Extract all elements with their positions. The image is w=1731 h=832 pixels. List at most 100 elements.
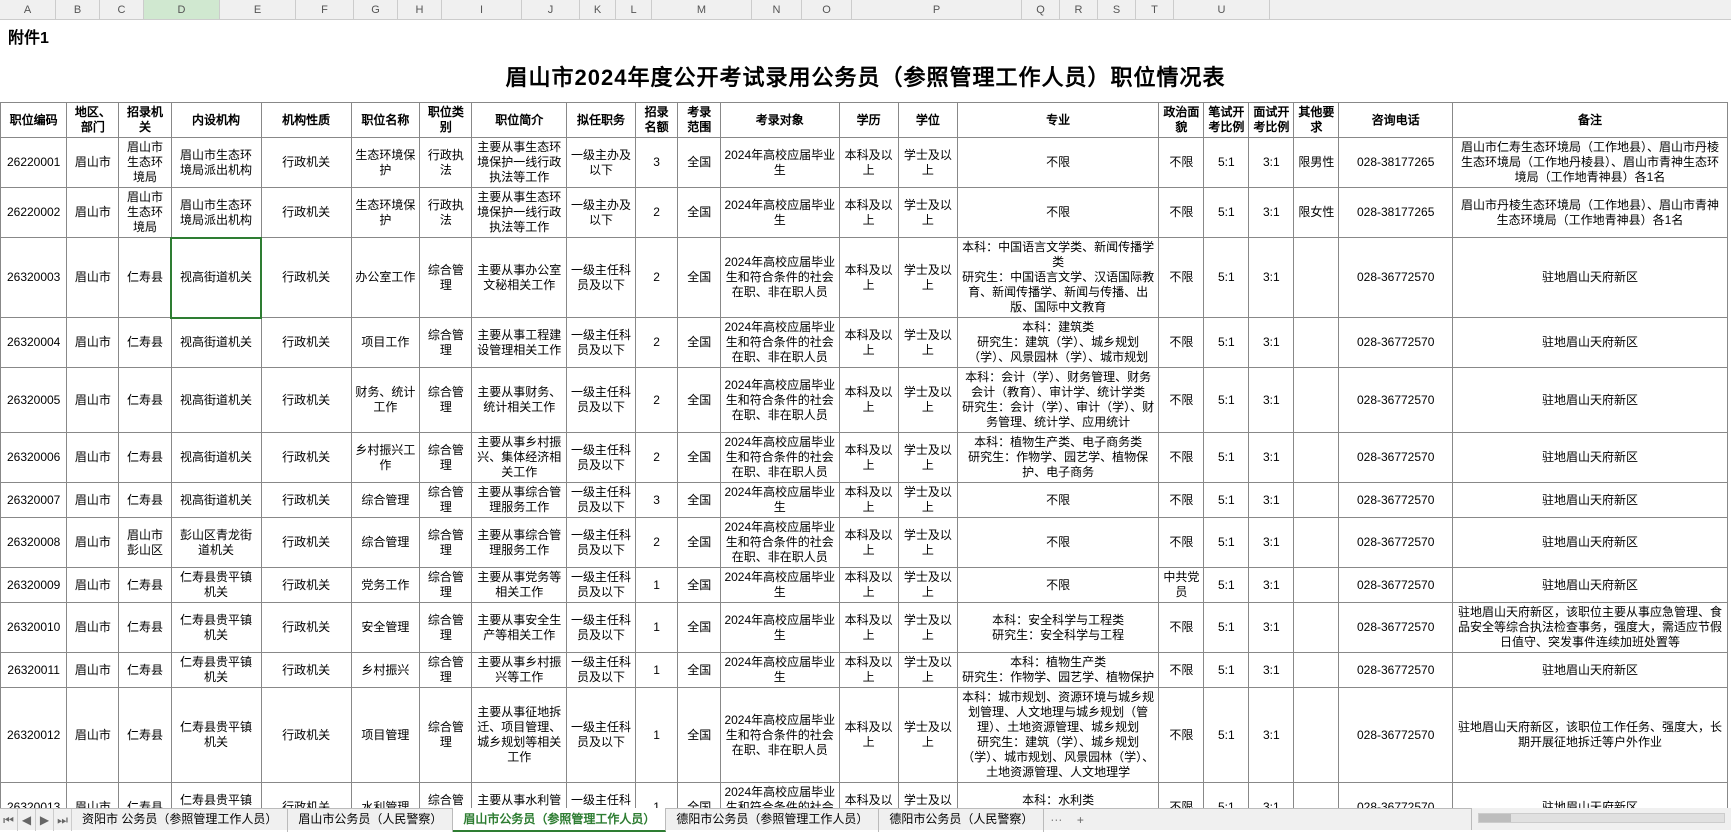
cell[interactable]: 限女性 [1294, 188, 1339, 238]
cell[interactable]: 一级主办及以下 [567, 138, 636, 188]
col-header-K[interactable]: K [580, 0, 616, 19]
cell[interactable]: 3:1 [1249, 483, 1294, 518]
cell[interactable]: 乡村振兴 [351, 653, 420, 688]
cell[interactable]: 2024年高校应届毕业生 [721, 188, 839, 238]
cell[interactable]: 一级主任科员及以下 [567, 433, 636, 483]
cell[interactable]: 2 [635, 238, 678, 318]
cell[interactable]: 驻地眉山天府新区 [1453, 568, 1728, 603]
cell[interactable]: 行政机关 [261, 138, 351, 188]
cell[interactable]: 全国 [678, 138, 721, 188]
cell[interactable]: 眉山市丹棱生态环境局（工作地县）、眉山市青神生态环境局（工作地青神县）各1名 [1453, 188, 1728, 238]
cell[interactable]: 3:1 [1249, 188, 1294, 238]
cell[interactable]: 本科：建筑类 研究生：建筑（学）、城乡规划（学）、风景园林（学）、城市规划 [957, 318, 1158, 368]
cell[interactable]: 本科及以上 [839, 568, 898, 603]
cell[interactable]: 驻地眉山天府新区，该职位主要从事应急管理、食品安全等综合执法检查事务，强度大，需… [1453, 603, 1728, 653]
column-header[interactable]: 面试开考比例 [1249, 103, 1294, 138]
cell[interactable]: 26320004 [1, 318, 67, 368]
cell[interactable]: 028-36772570 [1339, 783, 1453, 809]
cell[interactable]: 028-36772570 [1339, 688, 1453, 783]
cell[interactable]: 视高街道机关 [171, 433, 261, 483]
cell[interactable]: 本科及以上 [839, 433, 898, 483]
cell[interactable]: 仁寿县 [119, 368, 171, 433]
cell[interactable]: 2024年高校应届毕业生 [721, 568, 839, 603]
tab-next-icon[interactable]: ▶ [36, 809, 54, 831]
cell[interactable]: 综合管理 [420, 688, 472, 783]
cell[interactable]: 2024年高校应届毕业生 [721, 603, 839, 653]
cell[interactable]: 眉山市仁寿生态环境局（工作地县）、眉山市丹棱生态环境局（工作地丹棱县）、眉山市青… [1453, 138, 1728, 188]
cell[interactable]: 一级主任科员及以下 [567, 568, 636, 603]
cell[interactable]: 行政机关 [261, 783, 351, 809]
cell[interactable]: 仁寿县贵平镇机关 [171, 568, 261, 603]
cell[interactable]: 本科：安全科学与工程类 研究生：安全科学与工程 [957, 603, 1158, 653]
col-header-B[interactable]: B [56, 0, 100, 19]
cell[interactable]: 综合管理 [420, 653, 472, 688]
cell[interactable]: 综合管理 [351, 483, 420, 518]
cell[interactable]: 眉山市生态环境局派出机构 [171, 138, 261, 188]
cell[interactable]: 一级主任科员及以下 [567, 603, 636, 653]
cell[interactable]: 不限 [1159, 138, 1204, 188]
cell[interactable]: 眉山市 [67, 238, 119, 318]
cell[interactable]: 26320011 [1, 653, 67, 688]
cell[interactable] [1294, 688, 1339, 783]
cell[interactable]: 2024年高校应届毕业生和符合条件的社会在职、非在职人员 [721, 688, 839, 783]
cell[interactable]: 驻地眉山天府新区 [1453, 653, 1728, 688]
cell[interactable]: 驻地眉山天府新区 [1453, 518, 1728, 568]
column-header[interactable]: 地区、部门 [67, 103, 119, 138]
cell[interactable]: 本科及以上 [839, 783, 898, 809]
cell[interactable]: 一级主任科员及以下 [567, 518, 636, 568]
cell[interactable]: 驻地眉山天府新区 [1453, 433, 1728, 483]
cell[interactable]: 眉山市 [67, 368, 119, 433]
cell[interactable]: 2024年高校应届毕业生和符合条件的社会在职 [721, 783, 839, 809]
column-header[interactable]: 考录对象 [721, 103, 839, 138]
cell[interactable] [1294, 518, 1339, 568]
column-header[interactable]: 职位类别 [420, 103, 472, 138]
cell[interactable]: 仁寿县 [119, 238, 171, 318]
cell[interactable]: 5:1 [1204, 783, 1249, 809]
cell[interactable] [1294, 368, 1339, 433]
cell[interactable]: 2024年高校应届毕业生和符合条件的社会在职、非在职人员 [721, 368, 839, 433]
cell[interactable]: 主要从事党务等相关工作 [472, 568, 567, 603]
cell[interactable]: 眉山市彭山区 [119, 518, 171, 568]
col-header-O[interactable]: O [802, 0, 852, 19]
cell[interactable] [1294, 433, 1339, 483]
cell[interactable]: 26320008 [1, 518, 67, 568]
cell[interactable]: 综合管理 [420, 368, 472, 433]
cell[interactable] [1294, 238, 1339, 318]
cell[interactable]: 1 [635, 568, 678, 603]
cell[interactable]: 学士及以上 [898, 188, 957, 238]
column-header[interactable]: 职位名称 [351, 103, 420, 138]
cell[interactable]: 视高街道机关 [171, 238, 261, 318]
cell[interactable]: 本科及以上 [839, 603, 898, 653]
col-header-F[interactable]: F [296, 0, 354, 19]
cell[interactable]: 驻地眉山天府新区 [1453, 318, 1728, 368]
cell[interactable]: 3:1 [1249, 568, 1294, 603]
cell[interactable] [1294, 783, 1339, 809]
cell[interactable]: 眉山市 [67, 483, 119, 518]
cell[interactable]: 主要从事安全生产等相关工作 [472, 603, 567, 653]
cell[interactable]: 行政机关 [261, 688, 351, 783]
cell[interactable]: 行政机关 [261, 433, 351, 483]
cell[interactable]: 26320007 [1, 483, 67, 518]
cell[interactable]: 主要从事办公室文秘相关工作 [472, 238, 567, 318]
cell[interactable]: 眉山市 [67, 568, 119, 603]
cell[interactable]: 不限 [1159, 368, 1204, 433]
column-header[interactable]: 考录范围 [678, 103, 721, 138]
cell[interactable]: 2024年高校应届毕业生 [721, 653, 839, 688]
cell[interactable]: 眉山市生态环境局 [119, 138, 171, 188]
cell[interactable]: 水利管理 [351, 783, 420, 809]
cell[interactable]: 行政机关 [261, 368, 351, 433]
cell[interactable] [1294, 568, 1339, 603]
cell[interactable] [1294, 653, 1339, 688]
cell[interactable]: 视高街道机关 [171, 318, 261, 368]
column-header[interactable]: 招录机关 [119, 103, 171, 138]
cell[interactable]: 仁寿县贵平镇机关 [171, 603, 261, 653]
cell[interactable]: 本科及以上 [839, 138, 898, 188]
col-header-D[interactable]: D [144, 0, 220, 19]
sheet-tab[interactable]: 眉山市公务员（参照管理工作人员） [453, 808, 666, 832]
col-header-H[interactable]: H [398, 0, 442, 19]
cell[interactable]: 仁寿县 [119, 568, 171, 603]
cell[interactable]: 中共党员 [1159, 568, 1204, 603]
cell[interactable]: 26220002 [1, 188, 67, 238]
cell[interactable]: 项目工作 [351, 318, 420, 368]
cell[interactable]: 3:1 [1249, 603, 1294, 653]
